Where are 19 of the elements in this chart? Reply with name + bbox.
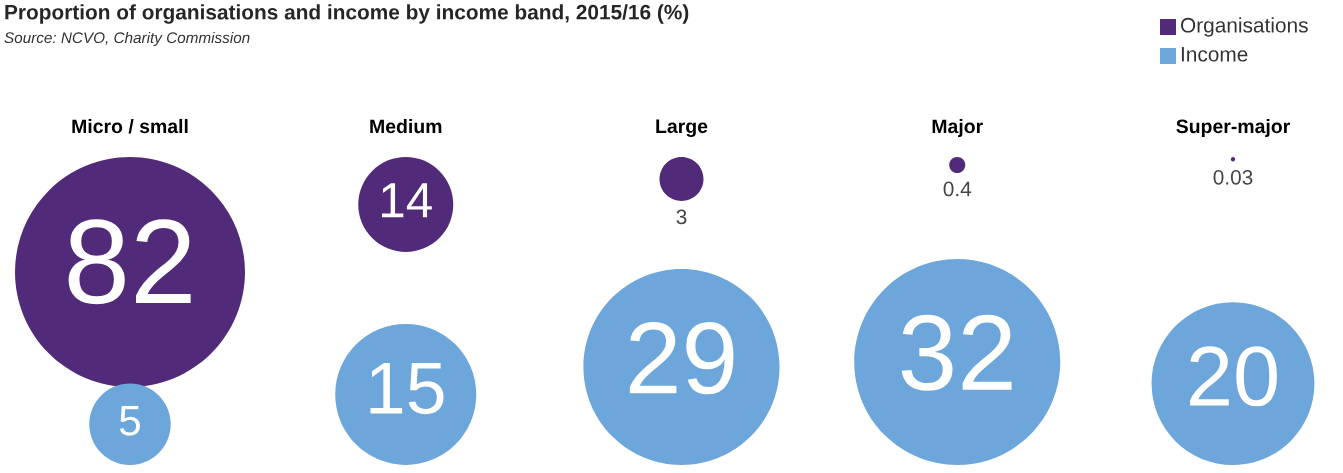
data-label: 5	[119, 406, 141, 436]
data-label: 32	[901, 314, 1012, 391]
data-label: 20	[1190, 346, 1277, 407]
category-label: Large	[656, 119, 708, 138]
source-note: Source: NCVO, Charity Commission	[4, 31, 250, 47]
data-label: 0.03	[1213, 169, 1253, 185]
category-label: Super-major	[1176, 118, 1290, 138]
category-label: Major	[932, 118, 983, 138]
text: Proportion of organisations and income by income band, 2015/16 (%)	[5, 4, 689, 24]
category-label: Medium	[370, 118, 442, 134]
data-label: 15	[370, 362, 444, 415]
data-label: 14	[382, 183, 432, 218]
legend-label: Income	[1181, 47, 1248, 62]
legend-label: Organisations	[1180, 17, 1308, 37]
data-label: 0.4	[943, 181, 972, 197]
data-label: 82	[68, 219, 191, 305]
data-label: 29	[629, 322, 734, 395]
category-label: Micro / small	[72, 118, 188, 134]
data-label: 3	[676, 209, 687, 225]
